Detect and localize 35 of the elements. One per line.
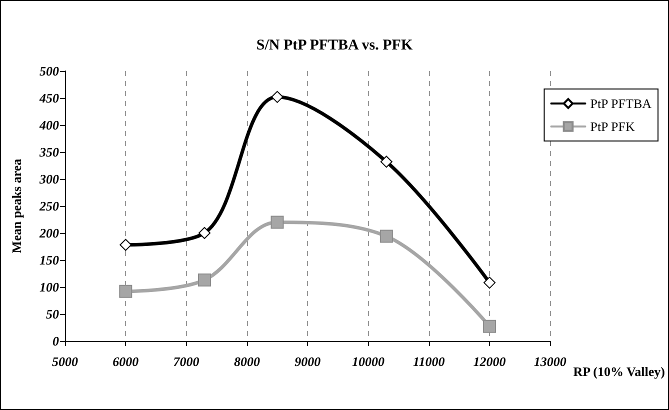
x-tick-label: 6000 <box>112 354 140 369</box>
y-tick-label: 150 <box>40 252 60 268</box>
x-tick-label: 13000 <box>534 354 567 369</box>
x-tick-label: 8000 <box>234 354 260 369</box>
point <box>483 320 496 333</box>
x-tick-label: 9000 <box>294 354 322 369</box>
chart-title: S/N PtP PFTBA vs. PFK <box>256 38 413 54</box>
y-tick-label: 400 <box>38 118 60 132</box>
x-tick-label: 5000 <box>52 354 78 369</box>
point <box>198 227 210 239</box>
point <box>120 238 132 251</box>
x-axis-title: RP (10% Valley) <box>573 364 665 379</box>
legend-label: PtP PFK <box>590 119 636 134</box>
y-tick-label: 250 <box>38 198 60 214</box>
y-tick-label: 0 <box>52 334 60 348</box>
point <box>119 284 132 298</box>
x-tick-label: 10000 <box>352 354 385 369</box>
y-tick-label: 50 <box>46 306 60 322</box>
y-tick-label: 100 <box>40 280 60 294</box>
x-tick-label: 7000 <box>173 354 200 369</box>
x-tick-label: 11000 <box>412 354 446 369</box>
point <box>380 156 392 168</box>
y-axis-title: Mean peaks area <box>9 158 24 254</box>
y-tick-label: 350 <box>38 144 60 160</box>
point <box>271 90 284 103</box>
y-tick-label: 500 <box>40 64 60 78</box>
point <box>198 273 211 286</box>
point <box>380 230 393 243</box>
x-tick-label: 12000 <box>473 354 506 369</box>
legend-label: PtP PFTBA <box>590 96 652 111</box>
point <box>270 216 284 229</box>
point <box>484 276 496 289</box>
y-tick-label: 300 <box>38 172 60 186</box>
y-tick-label: 450 <box>38 90 60 106</box>
y-tick-label: 200 <box>38 226 60 240</box>
